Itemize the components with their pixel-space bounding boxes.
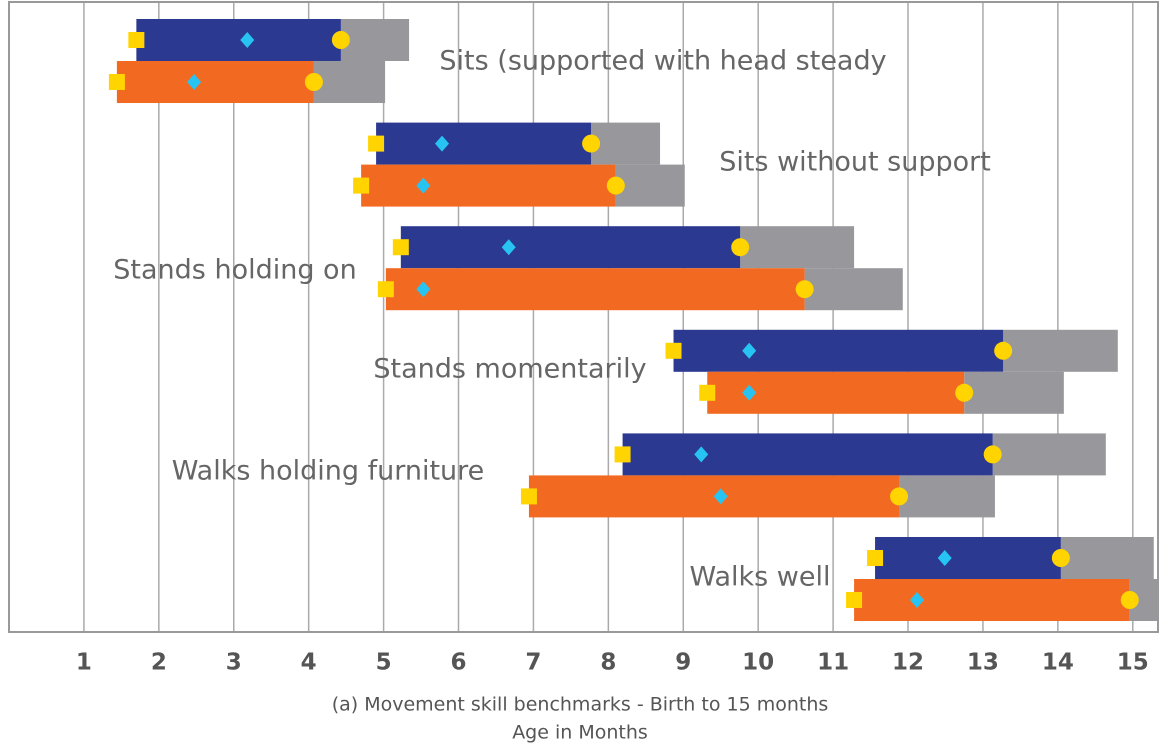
range-tail (899, 475, 995, 518)
x-axis-label: Age in Months (512, 722, 648, 744)
x-tick-label: 5 (376, 650, 392, 676)
range-bar (376, 122, 592, 165)
range-tail (1003, 329, 1118, 372)
mark-marker (983, 445, 1002, 464)
mark-marker (1051, 549, 1070, 567)
range-tail (740, 226, 855, 269)
start-marker (665, 342, 682, 359)
mid-marker (713, 488, 728, 505)
mid-marker (416, 281, 431, 298)
x-tick-label: 12 (892, 650, 924, 676)
range-tail (591, 122, 661, 165)
mid-marker (240, 32, 255, 48)
chart-title: (a) Movement skill benchmarks - Birth to… (332, 694, 829, 716)
mark-marker (304, 73, 323, 91)
category-label: Sits without support (719, 147, 991, 178)
x-tick-label: 10 (742, 650, 774, 676)
range-bar (622, 433, 993, 476)
mark-marker (890, 487, 909, 506)
mid-marker (435, 135, 450, 152)
range-bar (385, 268, 805, 311)
mid-marker (937, 550, 952, 566)
mark-marker (955, 383, 974, 402)
start-marker (368, 135, 385, 152)
range-tail (804, 268, 903, 311)
x-tick-label: 9 (675, 650, 691, 676)
category-label: Sits (supported with head steady (439, 46, 886, 77)
x-tick-label: 13 (967, 650, 999, 676)
start-marker (520, 488, 537, 505)
start-marker (128, 32, 145, 48)
category-label: Stands momentarily (373, 354, 646, 385)
x-tick-label: 7 (525, 650, 541, 676)
range-tail (313, 61, 386, 103)
mark-marker (1120, 591, 1139, 609)
range-tail (615, 164, 685, 207)
x-tick-label: 15 (1117, 650, 1149, 676)
x-tick-label: 6 (451, 650, 467, 676)
mid-marker (187, 74, 202, 90)
category-label: Walks holding furniture (172, 456, 485, 487)
start-marker (353, 177, 370, 194)
x-tick-label: 4 (301, 650, 317, 676)
start-marker (614, 446, 631, 463)
x-tick-label: 14 (1042, 650, 1074, 676)
x-tick-label: 3 (226, 650, 242, 676)
plot-border (8, 1, 1159, 633)
start-marker (846, 592, 863, 608)
mid-marker (501, 239, 516, 256)
range-bar (116, 61, 314, 103)
x-tick-label: 1 (76, 650, 92, 676)
start-marker (392, 239, 409, 256)
range-bar (361, 164, 616, 207)
category-label: Stands holding on (113, 255, 356, 286)
mid-marker (742, 384, 757, 401)
x-tick-label: 11 (817, 650, 849, 676)
mark-marker (994, 341, 1013, 360)
x-tick-label: 2 (151, 650, 167, 676)
range-tail (1060, 537, 1154, 579)
mid-marker (416, 177, 431, 194)
category-label: Walks well (690, 562, 831, 593)
range-bar (875, 537, 1061, 579)
start-marker (108, 74, 125, 90)
start-marker (699, 384, 716, 401)
mid-marker (694, 446, 709, 463)
mark-marker (331, 31, 350, 49)
range-tail (340, 19, 410, 61)
start-marker (867, 550, 884, 566)
x-tick-label: 8 (600, 650, 616, 676)
range-tail (964, 371, 1064, 414)
start-marker (377, 281, 394, 298)
range-tail (992, 433, 1106, 476)
range-bar (673, 329, 1004, 372)
mid-marker (742, 342, 757, 359)
range-bar (400, 226, 741, 269)
mark-marker (606, 176, 625, 195)
range-bar (854, 579, 1130, 621)
range-bar (136, 19, 341, 61)
mark-marker (795, 280, 814, 299)
mid-marker (910, 592, 925, 608)
mark-marker (582, 134, 601, 153)
mark-marker (731, 238, 750, 257)
